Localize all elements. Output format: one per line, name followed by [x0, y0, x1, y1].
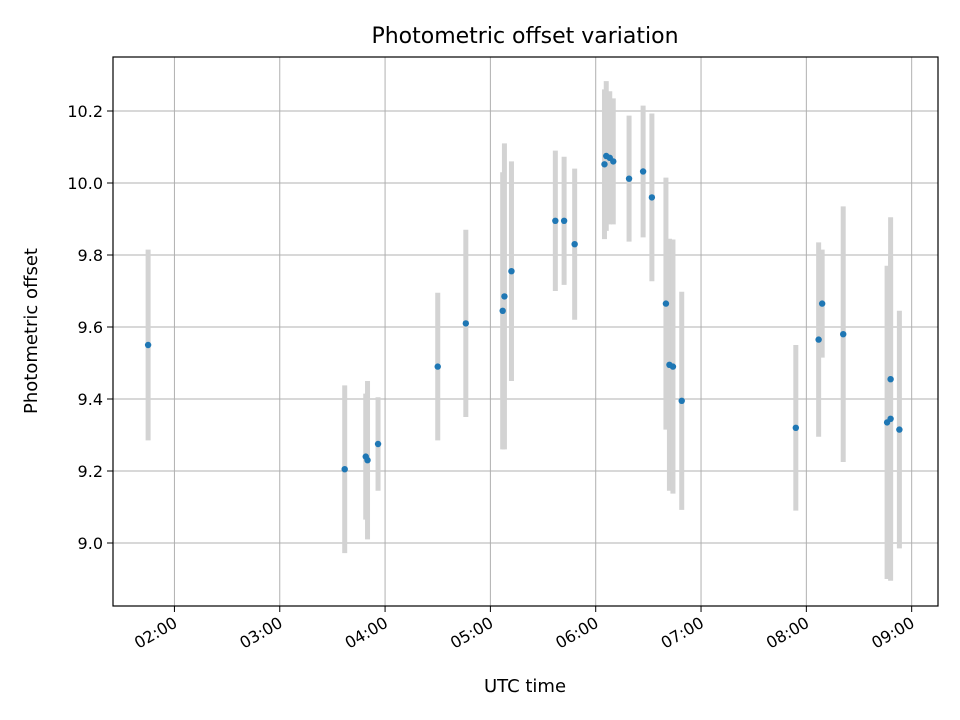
x-axis-label: UTC time: [484, 676, 566, 697]
y-axis: 9.0 9.2 9.4 9.6 9.8 10.0 10.2: [67, 102, 113, 553]
data-point: [639, 168, 647, 175]
x-tick-label: 04:00: [342, 613, 391, 653]
data-point: [434, 363, 441, 370]
data-point: [815, 336, 822, 343]
data-point: [341, 466, 348, 473]
data-point: [662, 300, 670, 307]
errorbar-layer: [145, 81, 902, 581]
data-point: [560, 217, 568, 224]
x-tick-label: 05:00: [447, 613, 496, 653]
data-point: [887, 376, 894, 383]
data-point: [508, 268, 515, 275]
x-tick-label: 08:00: [763, 613, 812, 653]
y-tick-label: 9.8: [78, 246, 103, 265]
data-point: [669, 363, 677, 370]
grid-layer: [113, 57, 938, 606]
data-point: [678, 397, 685, 404]
chart-title: Photometric offset variation: [371, 24, 678, 49]
x-tick-label: 09:00: [868, 613, 917, 653]
data-point: [601, 161, 608, 168]
data-point: [887, 415, 894, 422]
y-tick-label: 10.0: [67, 174, 103, 193]
data-point: [552, 217, 559, 224]
data-point: [374, 440, 382, 448]
data-point: [364, 457, 371, 464]
x-tick-label: 03:00: [236, 613, 285, 653]
data-point: [840, 331, 847, 338]
data-point: [896, 426, 903, 433]
x-tick-label: 02:00: [131, 613, 180, 653]
data-point: [625, 175, 633, 182]
data-point: [610, 158, 617, 165]
y-tick-label: 9.0: [78, 534, 103, 553]
x-tick-label: 07:00: [658, 613, 707, 653]
data-point: [144, 341, 152, 349]
point-layer: [144, 152, 903, 473]
data-point: [462, 320, 470, 327]
y-axis-label: Photometric offset: [21, 248, 42, 414]
plot-frame: [112, 56, 939, 607]
data-point: [499, 307, 506, 314]
data-point: [571, 241, 578, 248]
y-tick-label: 9.2: [78, 462, 103, 481]
y-tick-label: 9.6: [78, 318, 103, 337]
x-axis: 02:00 03:00 04:00 05:00 06:00 07:00 08:00 09:00: [131, 606, 918, 653]
data-point: [792, 424, 800, 431]
x-tick-label: 06:00: [552, 613, 601, 653]
y-tick-label: 10.2: [67, 102, 103, 121]
data-point: [818, 300, 826, 307]
data-point: [501, 293, 508, 300]
data-point: [648, 194, 656, 201]
y-tick-label: 9.4: [78, 390, 103, 409]
